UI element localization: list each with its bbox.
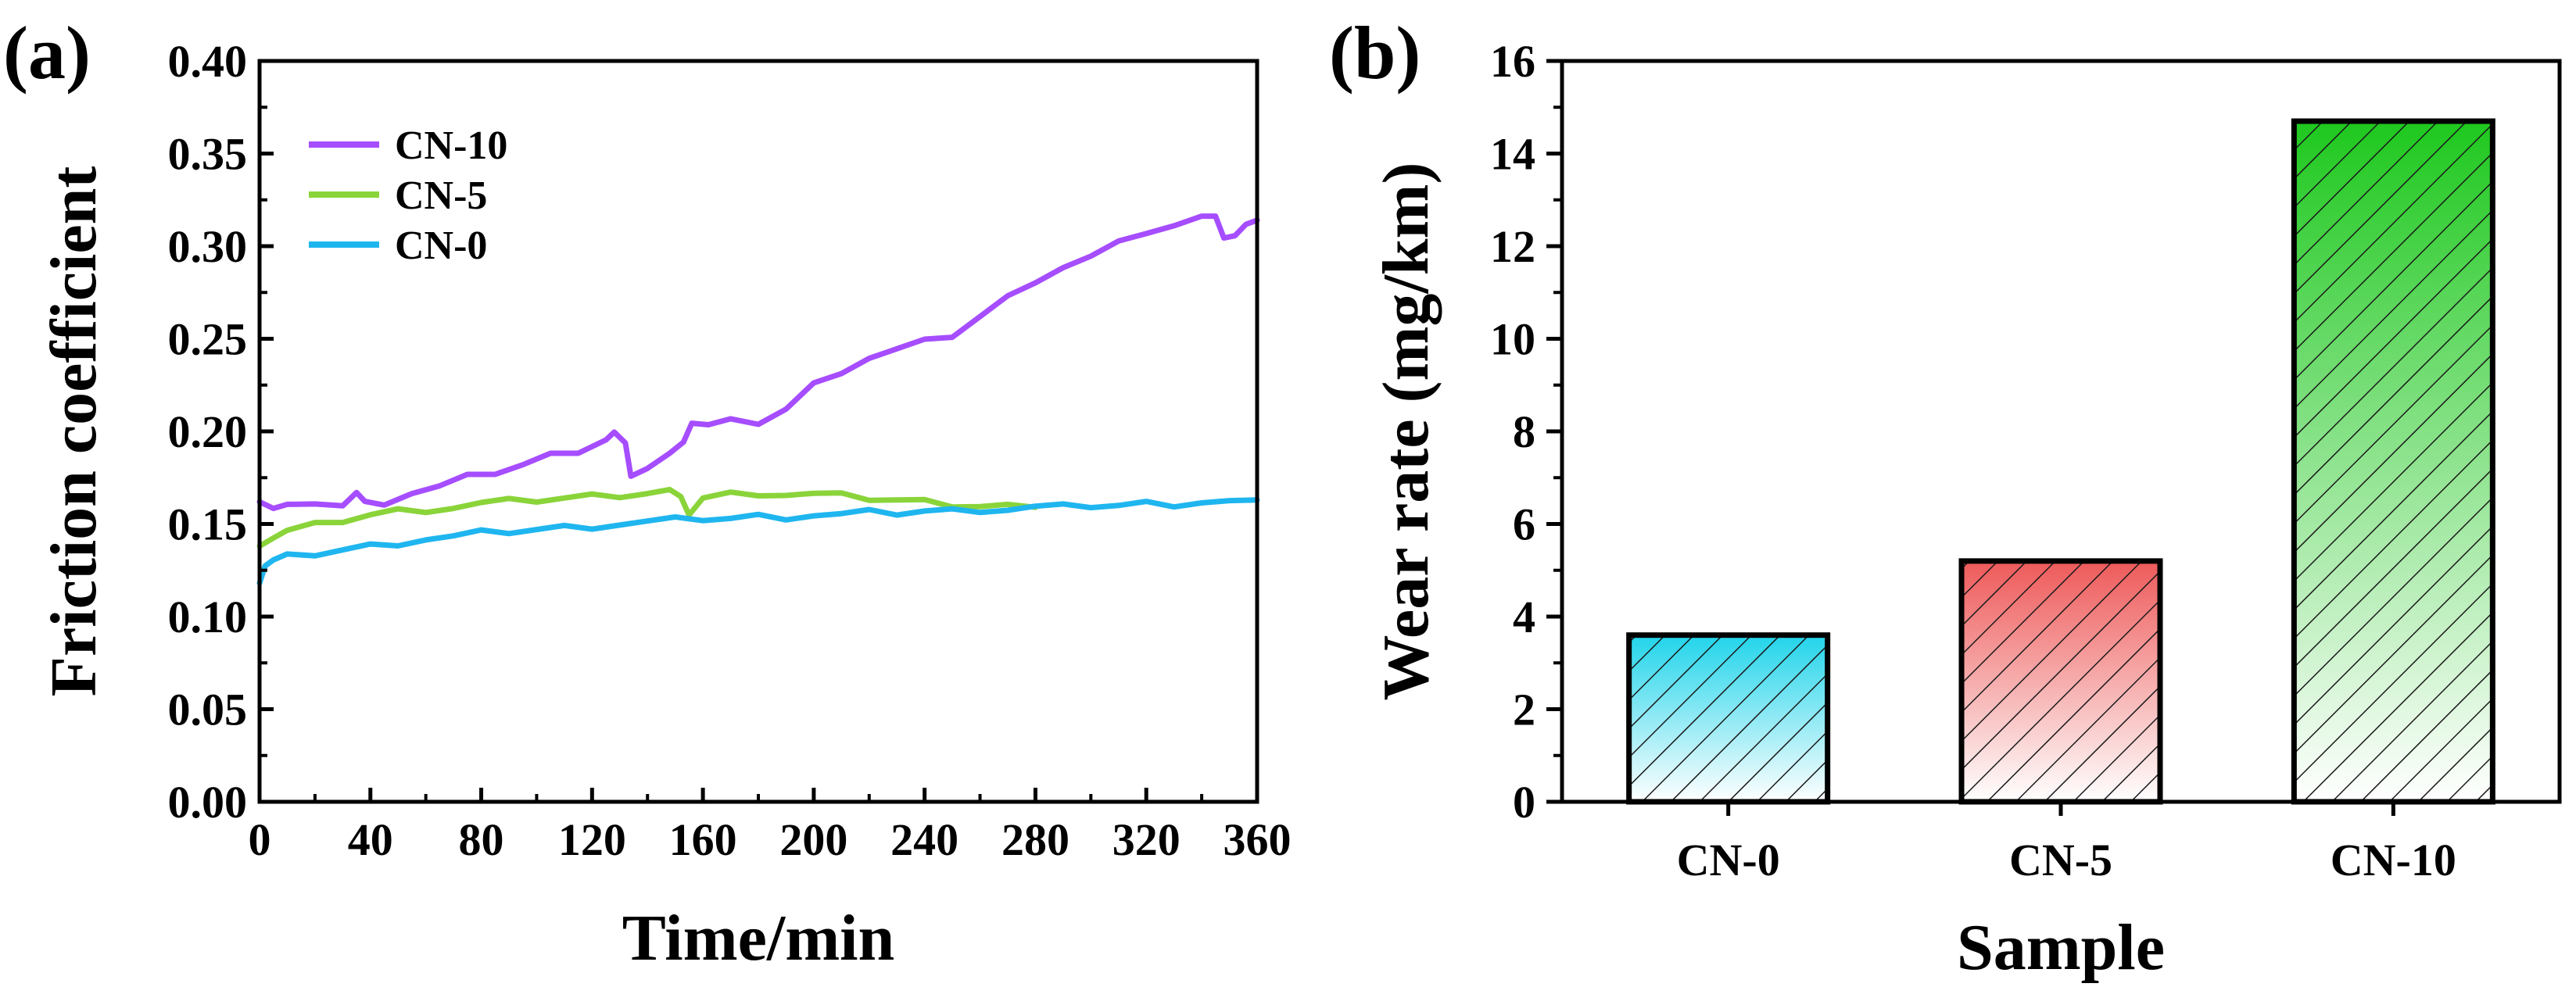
friction-axis-ticks: 0 40 80 120 160 200 240 280 320 360 0.00 0.05 0.10 0.… [168, 36, 1292, 865]
bar-cn-0 [1626, 632, 1831, 805]
wear-y-axis-title: Wear rate (mg/km) [1370, 163, 1442, 701]
friction-series-group [256, 213, 1260, 586]
y-tick-label: 10 [1490, 314, 1535, 365]
legend-label-cn-5: CN-5 [395, 173, 487, 218]
x-tick-label: 160 [669, 814, 737, 865]
y-tick-label: 0.05 [168, 685, 248, 735]
y-tick-label: 0.30 [168, 221, 248, 272]
x-tick-label: 280 [1001, 814, 1069, 865]
x-tick-label: 200 [779, 814, 847, 865]
y-tick-label: 0 [1513, 777, 1535, 828]
y-tick-label: 0.10 [168, 592, 248, 642]
wear-x-axis-title: Sample [1957, 911, 2165, 984]
x-tick-label: 80 [459, 814, 504, 865]
y-tick-label: 0.00 [168, 777, 248, 828]
x-tick-label: 320 [1112, 814, 1181, 865]
y-tick-label: 0.40 [168, 36, 248, 87]
friction-plot-frame [257, 59, 1259, 804]
bar-cn-5 [1958, 558, 2163, 805]
x-tick-label: CN-5 [2009, 835, 2112, 885]
series-line-cn-5 [256, 486, 1038, 549]
legend-label-cn-0: CN-0 [395, 224, 487, 268]
y-tick-label: 12 [1490, 221, 1535, 272]
friction-x-axis-title: Time/min [622, 902, 894, 974]
y-tick-label: 14 [1490, 129, 1535, 180]
y-tick-label: 2 [1513, 685, 1535, 735]
y-tick-label: 8 [1513, 406, 1535, 457]
wear-bars-group [1626, 118, 2495, 805]
y-tick-label: 4 [1513, 592, 1535, 642]
x-tick-label: 120 [558, 814, 626, 865]
y-tick-label: 16 [1490, 36, 1535, 87]
bar-cn-10 [2291, 118, 2495, 805]
x-tick-label: CN-0 [1677, 835, 1780, 885]
panel-b-label: (b) [1329, 11, 1421, 95]
legend-label-cn-10: CN-10 [395, 123, 507, 168]
x-tick-label: 360 [1224, 814, 1292, 865]
series-line-cn-0 [256, 497, 1260, 586]
series-line-cn-10 [256, 213, 1260, 512]
y-tick-label: 0.35 [168, 129, 248, 180]
y-tick-label: 0.15 [168, 499, 248, 550]
y-tick-label: 6 [1513, 499, 1535, 550]
wear-axis-ticks: CN-0 CN-5 CN-10 0 2 4 6 8 10 12 14 16 [1490, 36, 2456, 885]
panel-a-label: (a) [3, 11, 91, 95]
y-tick-label: 0.20 [168, 406, 248, 457]
friction-chart: 0 40 80 120 160 200 240 280 320 360 0.00 0.05 0.10 0.… [38, 36, 1292, 974]
y-tick-label: 0.25 [168, 314, 248, 365]
x-tick-label: 240 [890, 814, 958, 865]
friction-y-axis-title: Friction coefficient [38, 166, 110, 697]
x-tick-label: 40 [348, 814, 393, 865]
x-tick-label: 0 [249, 814, 271, 865]
x-tick-label: CN-10 [2331, 835, 2456, 885]
wear-rate-chart: CN-0 CN-5 CN-10 0 2 4 6 8 10 12 14 16 Sample Wear r… [1370, 36, 2562, 984]
friction-legend: CN-10 CN-5 CN-0 [309, 123, 507, 268]
